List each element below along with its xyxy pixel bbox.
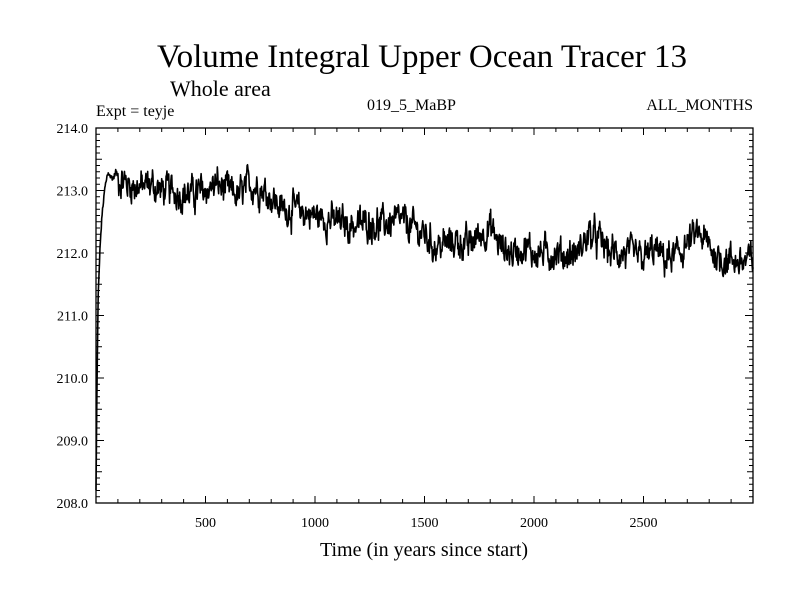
y-tick-label: 210.0 (57, 372, 89, 387)
x-axis-label: Time (in years since start) (320, 539, 528, 561)
run-label: 019_5_MaBP (367, 97, 456, 114)
chart-title: Volume Integral Upper Ocean Tracer 13 (157, 39, 687, 75)
plot-frame (95, 127, 754, 504)
months-label: ALL_MONTHS (646, 97, 753, 114)
y-tick-label: 211.0 (57, 310, 88, 325)
y-axis: 208.0 209.0 210.0 211.0 212.0 213.0 214.0 (57, 122, 753, 512)
y-tick-label: 213.0 (57, 185, 89, 200)
x-tick-label: 500 (195, 516, 216, 531)
y-tick-label: 214.0 (57, 122, 89, 137)
x-tick-label: 2000 (520, 516, 548, 531)
chart-subtitle: Whole area (170, 76, 271, 101)
y-tick-label: 212.0 (57, 247, 89, 262)
series-layer (95, 163, 754, 491)
y-tick-label: 208.0 (57, 497, 89, 512)
x-axis: 500 1000 1500 2000 2500 (117, 128, 732, 531)
series-line (95, 163, 754, 491)
x-tick-label: 1000 (301, 516, 329, 531)
x-tick-label: 2500 (630, 516, 658, 531)
experiment-label: Expt = teyje (96, 103, 174, 120)
x-tick-label: 1500 (411, 516, 439, 531)
y-tick-label: 209.0 (57, 435, 89, 450)
